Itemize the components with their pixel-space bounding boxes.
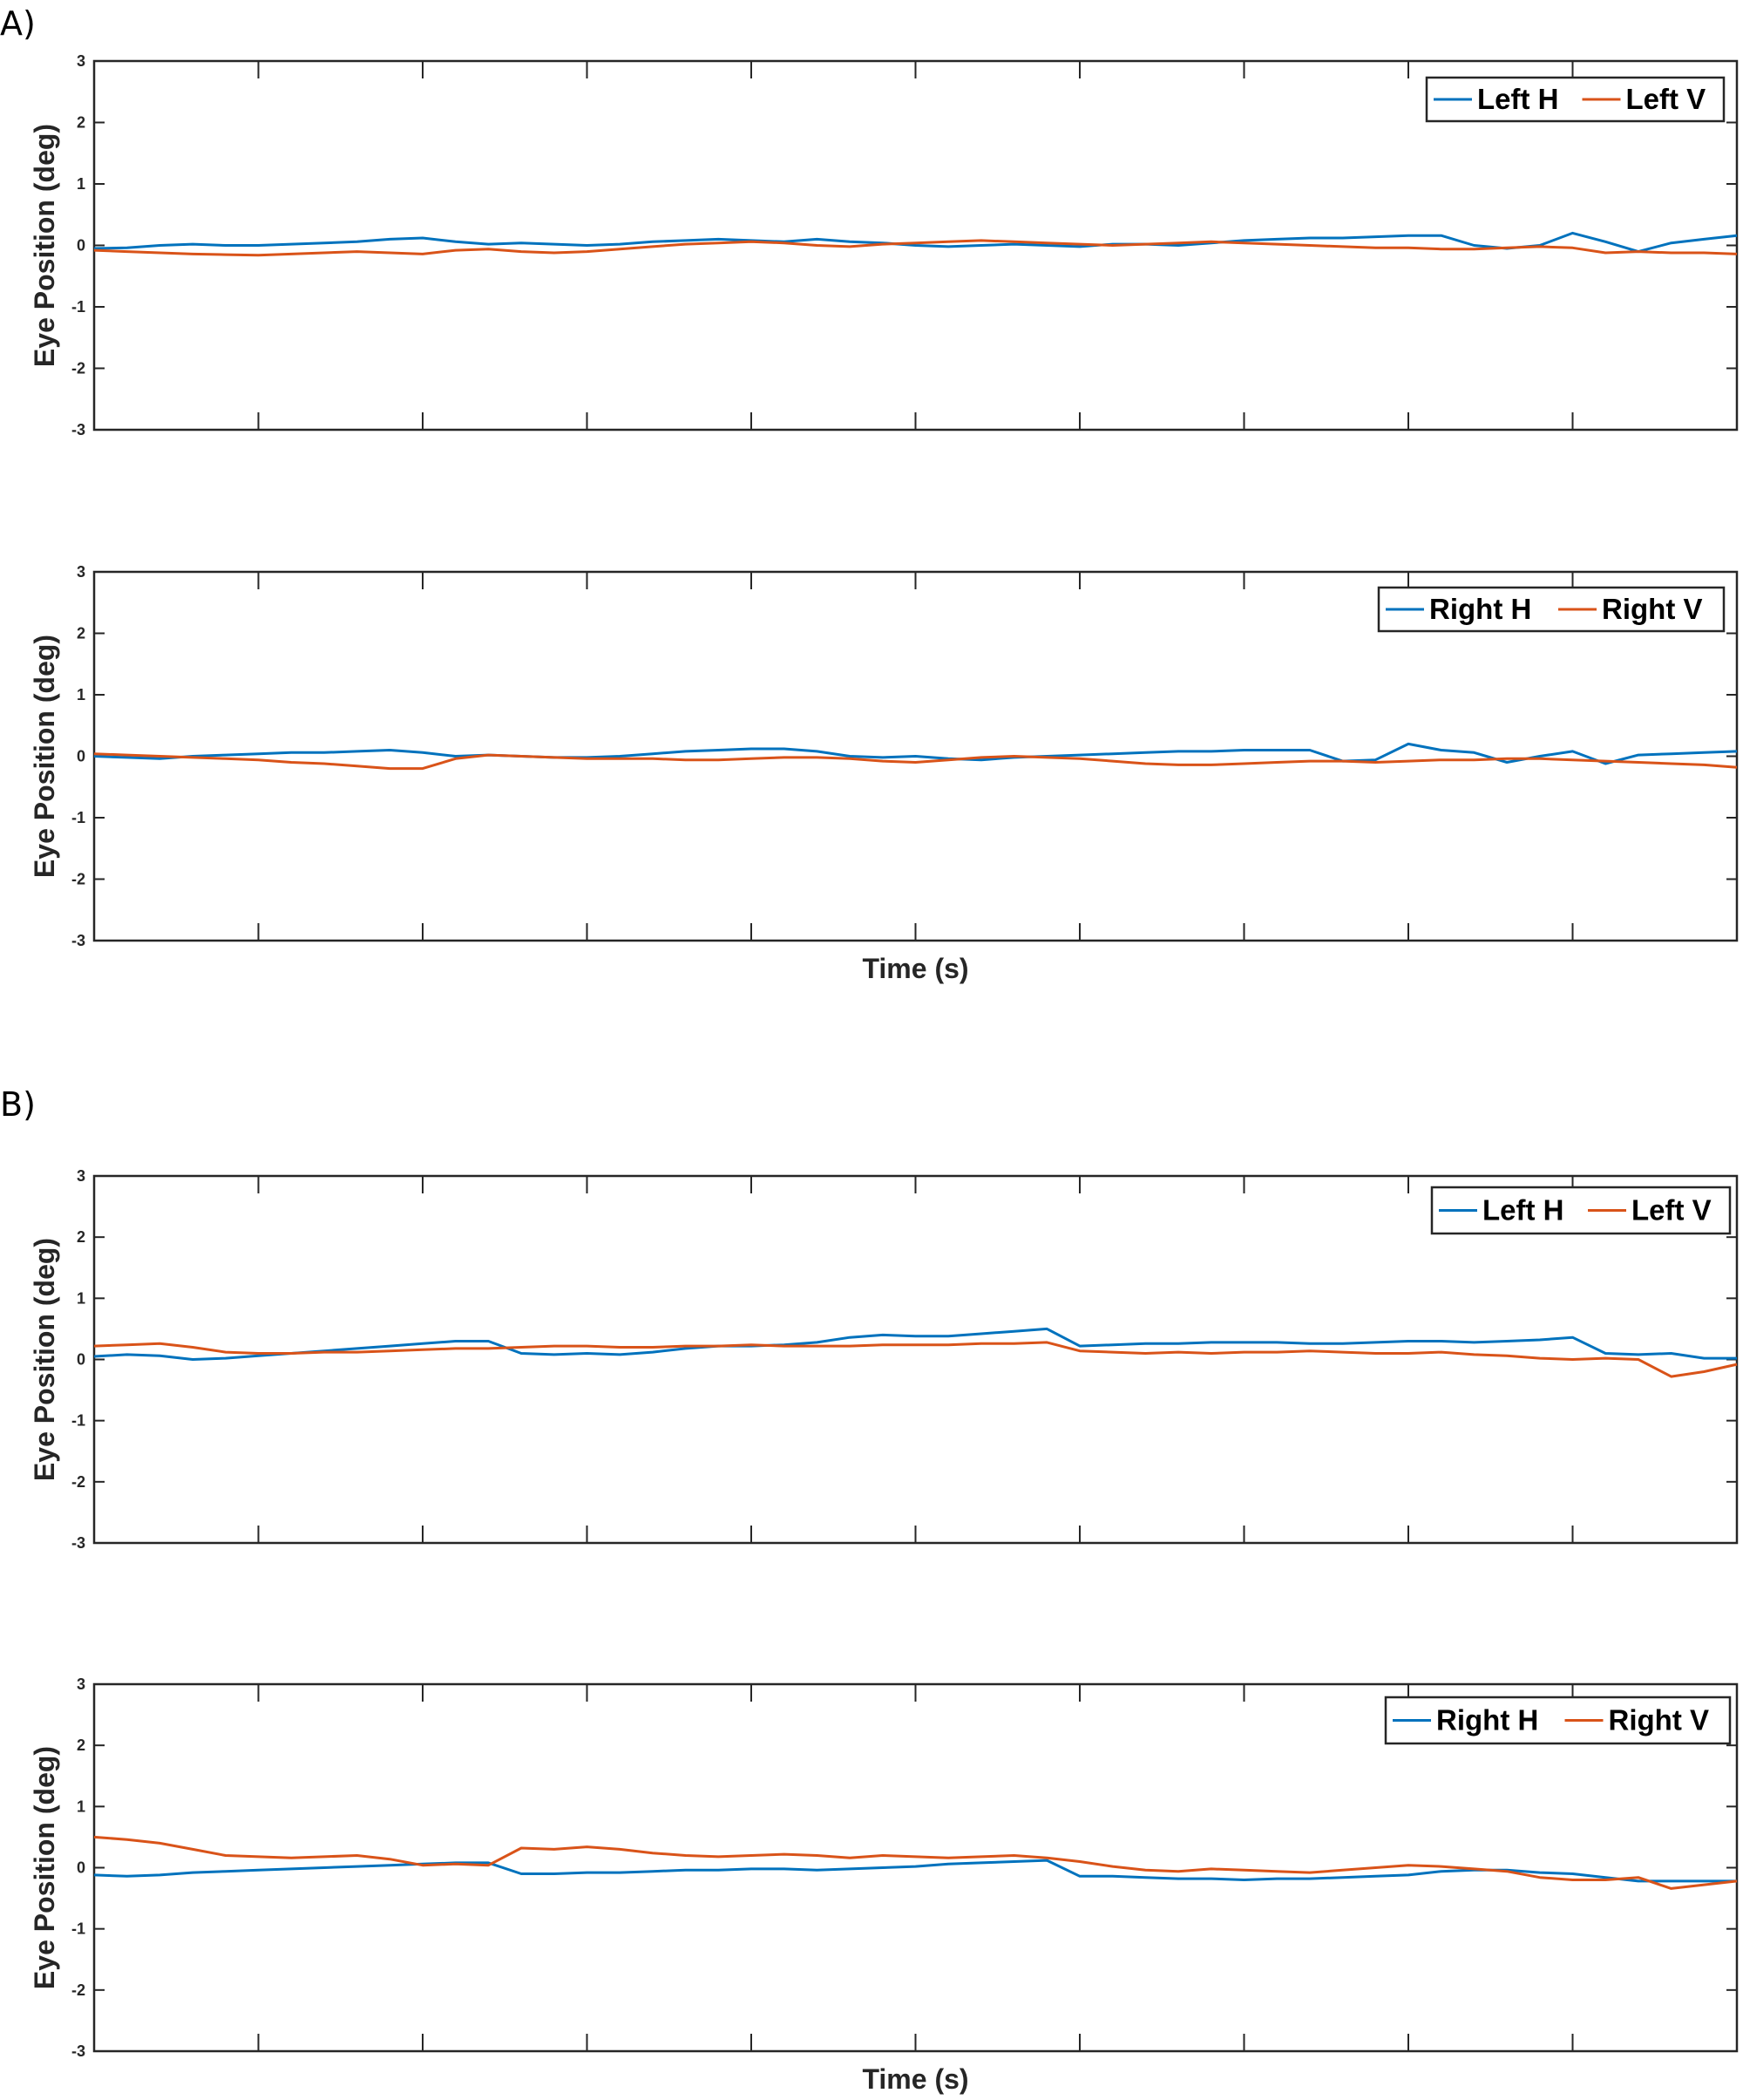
x-axis-label: Time (s) xyxy=(862,2063,968,2095)
y-tick-label: 1 xyxy=(77,1289,85,1307)
y-tick-label: 0 xyxy=(77,748,85,765)
y-tick-label: -2 xyxy=(71,871,85,888)
y-tick-label: -3 xyxy=(71,2042,85,2060)
y-tick-label: 2 xyxy=(77,625,85,642)
y-tick-label: -1 xyxy=(71,298,85,316)
y-axis-label: Eye Position (deg) xyxy=(29,124,60,367)
chart-2: 3 2 1 0 -1 -2 -3 Eye Position (deg) Time (s) Righ… xyxy=(29,563,1739,984)
series-line-left-h xyxy=(93,1327,1737,1361)
y-axis-label: Eye Position (deg) xyxy=(29,1746,60,1989)
series-line-right-v xyxy=(93,752,1738,771)
y-tick-label: -1 xyxy=(71,1412,85,1430)
y-tick-label: -2 xyxy=(71,1981,85,1999)
y-tick-label: 1 xyxy=(77,686,85,703)
y-tick-label: 1 xyxy=(77,1798,85,1815)
panel-label-b: B) xyxy=(0,1085,36,1124)
series-line-left-h xyxy=(93,231,1738,254)
charts-container: 3 2 1 0 -1 -2 -3 Eye Position (deg) Left H Left V… xyxy=(29,52,1739,2095)
y-tick-label: 0 xyxy=(77,1351,85,1369)
chart-3: 3 2 1 0 -1 -2 -3 Eye Position (deg) Left H Left V xyxy=(29,1167,1739,1552)
y-tick-label: -3 xyxy=(71,932,85,949)
legend-label: Left V xyxy=(1626,83,1706,115)
legend-label: Left H xyxy=(1477,83,1559,115)
y-tick-label: -2 xyxy=(71,360,85,377)
y-tick-label: 3 xyxy=(77,52,85,70)
series-line-right-h xyxy=(93,1859,1737,1883)
y-tick-label: 0 xyxy=(77,237,85,255)
y-tick-label: 3 xyxy=(77,563,85,581)
y-tick-label: -1 xyxy=(71,809,85,826)
y-tick-label: 2 xyxy=(77,114,85,132)
y-tick-label: 2 xyxy=(77,1736,85,1754)
y-axis-label: Eye Position (deg) xyxy=(29,1238,60,1481)
legend-box xyxy=(1430,1186,1732,1235)
y-tick-label: -1 xyxy=(71,1920,85,1938)
series-line-right-h xyxy=(93,742,1738,765)
chart-1: 3 2 1 0 -1 -2 -3 Eye Position (deg) Left H Left V xyxy=(29,52,1739,438)
legend-label: Left V xyxy=(1631,1194,1712,1227)
series-line-left-v xyxy=(93,239,1738,257)
legend-label: Left H xyxy=(1482,1194,1564,1227)
y-axis-label: Eye Position (deg) xyxy=(29,635,60,878)
panel-label-a: A) xyxy=(0,4,36,43)
y-tick-label: 3 xyxy=(77,1167,85,1185)
legend-box xyxy=(1425,76,1726,123)
x-axis-label: Time (s) xyxy=(862,953,968,984)
plot-frame xyxy=(92,1174,1739,1545)
series-line-left-v xyxy=(93,1341,1738,1378)
chart-4: 3 2 1 0 -1 -2 -3 Eye Position (deg) Time (s) Righ… xyxy=(29,1675,1739,2095)
y-tick-label: -3 xyxy=(71,421,85,438)
legend-label: Right H xyxy=(1436,1704,1538,1736)
y-tick-label: 2 xyxy=(77,1228,85,1246)
legend-label: Right V xyxy=(1609,1704,1709,1736)
series-line-right-v xyxy=(93,1835,1738,1890)
y-tick-label: 1 xyxy=(77,175,85,193)
legend-box xyxy=(1377,586,1726,633)
y-tick-label: 0 xyxy=(77,1859,85,1877)
legend-box xyxy=(1384,1696,1732,1745)
y-tick-label: -3 xyxy=(71,1534,85,1552)
y-tick-label: -2 xyxy=(71,1473,85,1491)
y-tick-label: 3 xyxy=(77,1675,85,1693)
legend-label: Right V xyxy=(1602,593,1702,625)
legend-label: Right H xyxy=(1429,593,1531,625)
